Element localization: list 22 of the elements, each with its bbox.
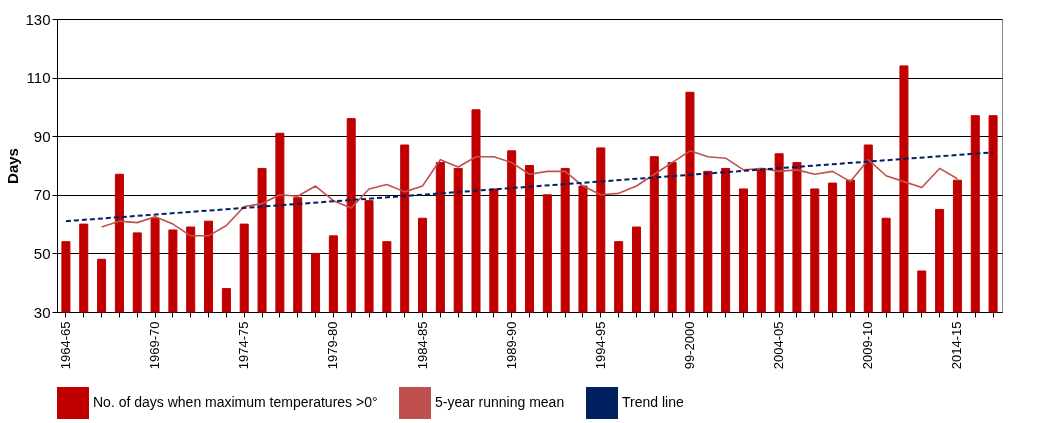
y-tick-label: 50	[33, 244, 51, 262]
y-tick-label: 110	[26, 69, 51, 87]
x-tick-label: 1984-85	[414, 321, 430, 370]
line-series	[100, 150, 959, 237]
x-tick-label: 1994-95	[592, 321, 608, 370]
legend-label: Trend line	[622, 394, 684, 410]
legend-label: 5-year running mean	[435, 394, 565, 410]
x-tick-label: 1979-80	[325, 321, 341, 370]
x-tick-label: 2014-15	[949, 321, 965, 370]
x-tick-label: 2004-05	[771, 321, 787, 370]
y-axis-title: Days	[4, 148, 22, 184]
y-tick-label: 30	[33, 303, 51, 321]
y-tick-label: 130	[25, 10, 51, 28]
x-tick-label: 1989-90	[503, 321, 519, 370]
x-tick-label: 99-2000	[681, 321, 697, 370]
x-tick-label: 1974-75	[236, 321, 252, 370]
y-tick-label: 70	[33, 186, 51, 204]
x-tick-label: 1964-65	[57, 321, 73, 370]
y-tick-label: 90	[33, 127, 51, 145]
x-tick-label: 2009-10	[860, 321, 876, 370]
legend-label: No. of days when maximum temperatures >0°	[93, 394, 378, 410]
x-tick-label: 1969-70	[147, 321, 163, 370]
